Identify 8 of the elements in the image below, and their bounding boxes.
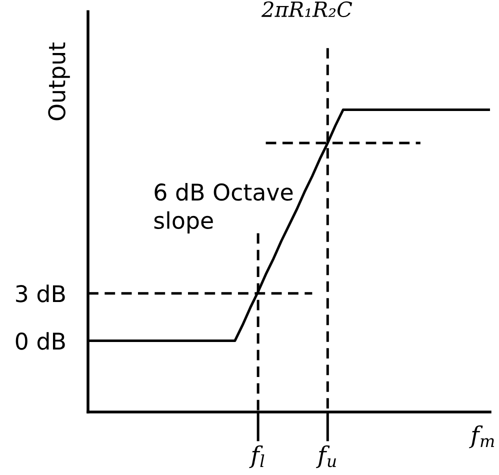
y-axis-title: Output	[48, 42, 70, 120]
x-tick-label: f$_{l}$	[249, 445, 264, 468]
annotation: 6 dB Octave slope	[154, 183, 293, 234]
y-tick-label: 0 dB	[16, 332, 65, 350]
chart-title: 2πR₁R₂C	[261, 1, 352, 18]
x-axis-title: f$_{m}$	[469, 425, 494, 448]
x-tick-label: f$_{u}$	[316, 445, 336, 468]
y-tick-label: 3 dB	[16, 284, 65, 302]
